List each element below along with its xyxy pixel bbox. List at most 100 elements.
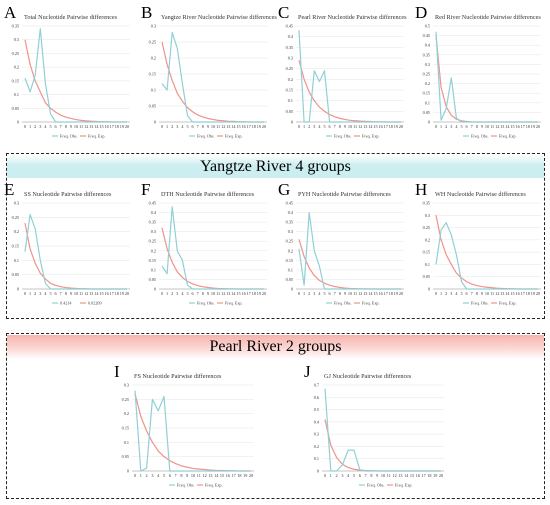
y-tick-label: 0.7	[314, 383, 319, 388]
x-tick-label: 19	[531, 124, 535, 129]
x-tick-label: 3	[176, 291, 178, 296]
x-tick-label: 11	[490, 291, 494, 296]
y-tick-label: 0.25	[12, 51, 19, 56]
x-tick-label: 6	[359, 473, 361, 478]
chart-plot: 00.050.10.150.20.250.30 1 2 3 4 5 6 7 8 9 10 11 12 13…	[122, 383, 254, 488]
x-tick-label: 17	[247, 124, 251, 129]
x-tick-label: 7	[471, 291, 473, 296]
y-tick-label: 0.3	[288, 56, 293, 61]
x-tick-label: 20	[125, 124, 129, 129]
x-tick-label: 15	[99, 124, 103, 129]
x-tick-label: 15	[236, 291, 240, 296]
yangtze-group-frame	[6, 153, 545, 319]
x-tick-label: 15	[99, 291, 103, 296]
pearl-section-banner: Pearl River 2 groups	[7, 335, 544, 359]
x-tick-label: 5	[163, 473, 165, 478]
x-tick-label: 7	[60, 124, 62, 129]
x-tick-label: 9	[481, 124, 483, 129]
series-exp-line	[24, 222, 127, 290]
chart-panel-d: D Red River Nucleotide Pairwise differenc…	[411, 0, 547, 150]
x-tick-label: 19	[394, 291, 398, 296]
y-tick-label: 0.1	[425, 100, 430, 105]
x-tick-label: 19	[433, 473, 437, 478]
y-tick-label: 0.3	[151, 229, 156, 234]
panel-letter: E	[4, 180, 15, 199]
chart-title: Total Nucleotide Pairwise differences	[24, 14, 118, 21]
chart-panel-f: F DTH Nucleotide Pairwise differences 0 0.0…	[137, 177, 273, 317]
x-tick-label: 7	[175, 473, 177, 478]
x-tick-label: 9	[70, 291, 72, 296]
x-tick-label: 7	[197, 291, 199, 296]
y-tick-label: 0.05	[286, 109, 293, 114]
y-tick-label: 0.15	[423, 250, 430, 255]
x-tick-label: 20	[262, 291, 266, 296]
y-tick-label: 0.2	[151, 56, 156, 61]
legend-label: Freq. Exp.	[88, 134, 106, 139]
y-tick-label: 0.3	[124, 383, 129, 388]
x-tick-label: 11	[490, 124, 494, 129]
x-tick-label: 8	[370, 473, 372, 478]
x-tick-label: 5	[186, 124, 188, 129]
y-tick-label: 0	[291, 120, 293, 125]
x-tick-label: 0	[161, 124, 163, 129]
pearl-group-frame	[6, 333, 545, 499]
x-tick-label: 0	[298, 124, 300, 129]
chart-title: Red River Nucleotide Pairwise difference…	[435, 14, 541, 21]
x-tick-label: 17	[247, 291, 251, 296]
chart-panel-h: H WH Nucleotide Pairwise differences 0 0.05…	[411, 177, 547, 317]
chart-title: WH Nucleotide Pairwise differences	[435, 191, 526, 198]
x-tick-label: 0	[298, 291, 300, 296]
x-tick-label: 18	[389, 291, 393, 296]
chart-title: Yangtze River Nucleotide Pairwise differ…	[161, 14, 277, 21]
legend-label: Freq. Obs.	[197, 134, 215, 139]
x-tick-label: 5	[460, 291, 462, 296]
x-tick-label: 1	[29, 124, 31, 129]
x-tick-label: 4	[318, 291, 321, 296]
x-tick-label: 1	[440, 124, 442, 129]
x-tick-label: 3	[341, 473, 343, 478]
x-tick-label: 12	[358, 124, 362, 129]
x-tick-label: 9	[207, 291, 209, 296]
x-tick-label: 11	[197, 473, 201, 478]
series-obs-line	[298, 30, 401, 123]
x-tick-label: 17	[521, 291, 525, 296]
x-tick-label: 0	[134, 473, 136, 478]
x-tick-label: 14	[505, 124, 510, 129]
y-tick-label: 0	[428, 120, 430, 125]
panel-letter: A	[4, 3, 17, 22]
x-tick-label: 6	[329, 291, 331, 296]
chart-panel-b: B Yangtze River Nucleotide Pairwise diffe…	[137, 0, 277, 150]
x-tick-label: 3	[151, 473, 153, 478]
x-tick-label: 8	[476, 124, 478, 129]
x-tick-label: 2	[34, 124, 36, 129]
x-tick-label: 15	[410, 473, 414, 478]
y-tick-label: 0.05	[149, 104, 156, 109]
x-tick-label: 3	[176, 124, 178, 129]
x-tick-label: 2	[146, 473, 148, 478]
y-tick-label: 0.1	[14, 258, 19, 263]
y-tick-label: 0.15	[149, 258, 156, 263]
x-tick-label: 11	[79, 124, 83, 129]
x-tick-label: 6	[55, 291, 57, 296]
y-tick-label: 0.1	[288, 98, 293, 103]
y-tick-label: 0.05	[122, 454, 129, 459]
x-tick-label: 20	[399, 124, 403, 129]
x-tick-label: 3	[450, 124, 452, 129]
y-tick-label: 0.25	[122, 397, 129, 402]
y-tick-label: 0.15	[423, 91, 430, 96]
x-tick-label: 19	[120, 124, 124, 129]
x-tick-label: 19	[243, 473, 247, 478]
series-obs-line	[161, 31, 264, 123]
y-tick-label: 0.1	[425, 262, 430, 267]
x-tick-label: 4	[455, 291, 458, 296]
chart-panel-j: J GJ Nucleotide Pairwise differences 0 0.1 0…	[300, 359, 450, 499]
x-tick-label: 9	[344, 124, 346, 129]
x-tick-label: 7	[471, 124, 473, 129]
x-tick-label: 17	[422, 473, 426, 478]
y-tick-label: 0.1	[151, 88, 156, 93]
chart-panel-i: I FS Nucleotide Pairwise differences 0 0.05…	[110, 359, 260, 499]
x-tick-label: 2	[34, 291, 36, 296]
chart-title: PYH Nucleotide Pairwise differences	[298, 191, 391, 198]
x-tick-label: 14	[231, 291, 236, 296]
chart-plot: 00.050.10.150.20.250.30.350 1 2 3 4 5 6 7 8 9 10 11…	[423, 201, 541, 306]
